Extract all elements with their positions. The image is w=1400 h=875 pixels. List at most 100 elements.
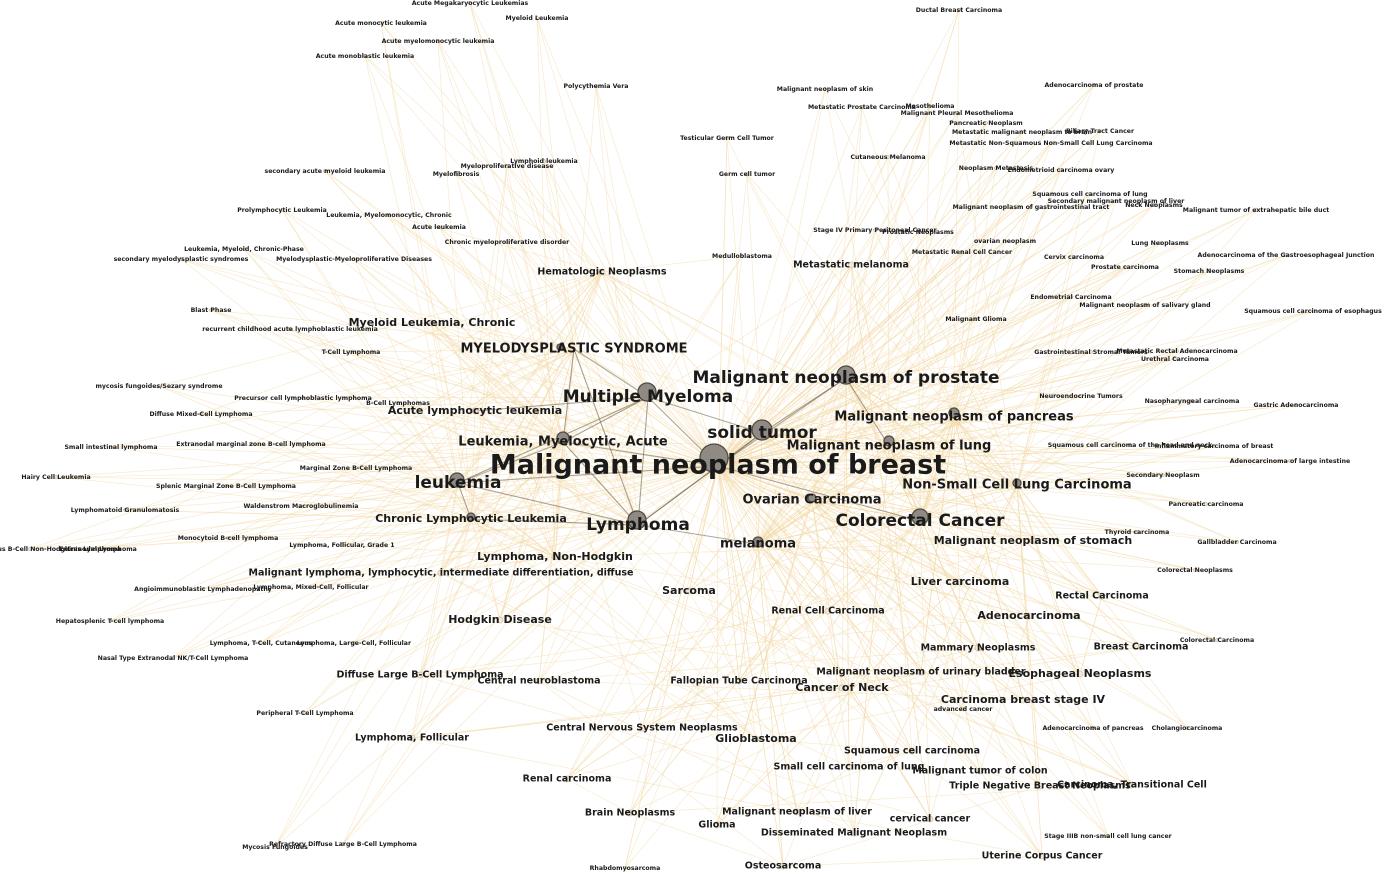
node-label[interactable]: Hairy Cell Leukemia <box>21 474 90 481</box>
node-marker[interactable] <box>1128 781 1136 789</box>
node-label[interactable]: B-Cell Lymphomas <box>366 400 430 407</box>
node-marker[interactable] <box>850 829 858 837</box>
node-marker[interactable] <box>1072 255 1076 259</box>
node-label[interactable]: Leukemia, Myelocytic, Acute <box>458 435 668 450</box>
node-label[interactable]: Lymphoma, T-Cell, Cutaneous <box>210 640 313 647</box>
node-label[interactable]: Central neuroblastoma <box>477 676 600 687</box>
node-label[interactable]: Waldenstrom Macroglobulinemia <box>243 503 358 510</box>
node-label[interactable]: Prostate carcinoma <box>1091 264 1159 271</box>
node-label[interactable]: Non-Small Cell Lung Carcinoma <box>902 478 1131 493</box>
node-label[interactable]: Malignant neoplasm of gastrointestinal t… <box>953 204 1110 211</box>
node-marker[interactable] <box>638 724 646 732</box>
node-marker[interactable] <box>1098 129 1102 133</box>
node-label[interactable]: Rectal Carcinoma <box>1055 591 1148 602</box>
node-label[interactable]: Renal carcinoma <box>523 774 612 785</box>
node-label[interactable]: cervical cancer <box>890 814 971 825</box>
node-label[interactable]: MYELODYSPLASTIC SYNDROME <box>460 342 687 357</box>
node-label[interactable]: Neck Neoplasms <box>1125 202 1183 209</box>
node-marker[interactable] <box>1254 208 1258 212</box>
node-label[interactable]: Extranodal marginal zone B-cell lymphoma <box>176 441 325 448</box>
node-label[interactable]: Multiple Myeloma <box>563 387 733 407</box>
node-label[interactable]: Acute lymphocytic leukemia <box>388 404 562 417</box>
node-label[interactable]: Hodgkin Disease <box>448 613 552 626</box>
node-label[interactable]: Inflammatory carcinoma of breast <box>1155 443 1274 450</box>
node-marker[interactable] <box>873 228 877 232</box>
node-marker[interactable] <box>1294 403 1298 407</box>
node-label[interactable]: Lymphoma, Non-Hodgkin <box>477 550 633 563</box>
node-marker[interactable] <box>1235 540 1239 544</box>
node-label[interactable]: Osteosarcoma <box>745 861 821 872</box>
node-label[interactable]: T-Cell Lymphoma <box>322 349 381 356</box>
node-marker[interactable] <box>1012 478 1022 488</box>
node-marker[interactable] <box>1038 852 1046 860</box>
node-marker[interactable] <box>974 317 978 321</box>
node-label[interactable]: Diffuse Mixed-Cell Lymphoma <box>149 411 252 418</box>
node-label[interactable]: Myeloid Leukemia, Chronic <box>349 316 516 329</box>
node-marker[interactable] <box>259 641 263 645</box>
node-label[interactable]: Lymphoma, Follicular <box>355 733 469 744</box>
node-label[interactable]: secondary myelodysplastic syndromes <box>114 256 249 263</box>
node-label[interactable]: Glioma <box>698 820 735 831</box>
node-label[interactable]: Leukemia, Myelomonocytic, Chronic <box>326 212 452 219</box>
node-label[interactable]: Marginal Zone B-Cell Lymphoma <box>300 465 412 472</box>
node-marker[interactable] <box>1207 269 1211 273</box>
node-marker[interactable] <box>209 308 213 312</box>
node-label[interactable]: Malignant neoplasm of skin <box>777 86 873 93</box>
node-marker[interactable] <box>1091 726 1095 730</box>
node-label[interactable]: Malignant Glioma <box>945 316 1006 323</box>
node-label[interactable]: Carcinoma, Transitional Cell <box>1057 780 1207 791</box>
node-marker[interactable] <box>408 734 416 742</box>
node-label[interactable]: advanced cancer <box>934 706 994 713</box>
node-marker[interactable] <box>1143 303 1147 307</box>
node-label[interactable]: Malignant lymphoma, lymphocytic, interme… <box>249 568 634 579</box>
node-label[interactable]: Liver carcinoma <box>911 575 1010 588</box>
node-label[interactable]: Adenocarcinoma <box>977 609 1080 622</box>
node-marker[interactable] <box>303 711 307 715</box>
node-label[interactable]: Metastatic malignant neoplasm to brain <box>952 129 1092 136</box>
node-label[interactable]: Blast Phase <box>191 307 232 314</box>
node-label[interactable]: Primary Cutaneous B-Cell Non-Hodgkin's L… <box>0 546 121 553</box>
node-marker[interactable] <box>598 268 606 276</box>
node-marker[interactable] <box>823 87 827 91</box>
node-label[interactable]: Metastatic Non-Squamous Non-Small Cell L… <box>949 140 1152 147</box>
node-label[interactable]: Testicular Germ Cell Tumor <box>680 135 775 142</box>
node-label[interactable]: Carcinoma breast stage IV <box>941 693 1106 706</box>
node-label[interactable]: Malignant neoplasm of breast <box>490 450 946 481</box>
node-label[interactable]: Adenocarcinoma of the Gastroesophageal J… <box>1198 252 1375 259</box>
node-label[interactable]: Myelofibrosis <box>433 171 480 178</box>
node-label[interactable]: Rhabdomyosarcoma <box>590 865 661 872</box>
node-label[interactable]: Metastatic Rectal Adenocarcinoma <box>1116 348 1237 355</box>
node-label[interactable]: Fallopian Tube Carcinoma <box>670 676 807 687</box>
node-label[interactable]: Endometrioid carcinoma ovary <box>1008 167 1115 174</box>
node-marker[interactable] <box>396 401 400 405</box>
node-marker[interactable] <box>1019 696 1027 704</box>
node-label[interactable]: Ovarian Carcinoma <box>742 493 881 508</box>
node-label[interactable]: recurrent childhood acute lymphoblastic … <box>202 326 378 333</box>
node-marker[interactable] <box>299 504 303 508</box>
node-marker[interactable] <box>1173 357 1177 361</box>
node-label[interactable]: Chronic myeloproliferative disorder <box>445 239 570 246</box>
node-marker[interactable] <box>725 136 729 140</box>
node-marker[interactable] <box>1185 726 1189 730</box>
node-label[interactable]: Myelodysplastic-Myeloproliferative Disea… <box>276 256 432 263</box>
node-marker[interactable] <box>917 668 925 676</box>
node-marker[interactable] <box>1092 83 1096 87</box>
node-marker[interactable] <box>752 735 760 743</box>
node-label[interactable]: Squamous cell carcinoma of esophagus <box>1244 308 1382 315</box>
node-marker[interactable] <box>535 16 539 20</box>
node-marker[interactable] <box>496 616 504 624</box>
node-marker[interactable] <box>471 407 479 415</box>
node-label[interactable]: Stomach Neoplasms <box>1174 268 1245 275</box>
node-marker[interactable] <box>751 419 773 441</box>
node-marker[interactable] <box>1088 192 1092 196</box>
node-marker[interactable] <box>838 684 846 692</box>
node-marker[interactable] <box>713 821 721 829</box>
node-marker[interactable] <box>436 39 440 43</box>
node-label[interactable]: Malignant neoplasm of salivary gland <box>1079 302 1210 309</box>
node-label[interactable]: Hepatosplenic T-cell lymphoma <box>56 618 164 625</box>
node-label[interactable]: Cholangiocarcinoma <box>1152 725 1223 732</box>
node-marker[interactable] <box>836 365 856 385</box>
node-label[interactable]: Endometrial Carcinoma <box>1030 294 1111 301</box>
node-marker[interactable] <box>594 84 598 88</box>
node-label[interactable]: Secondary malignant neoplasm of liver <box>1048 198 1186 205</box>
